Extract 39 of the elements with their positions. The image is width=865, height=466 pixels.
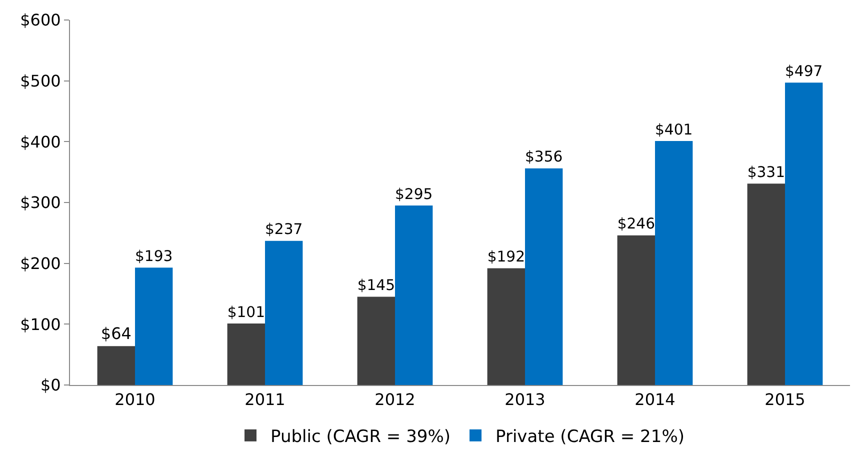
data-label: $192 bbox=[487, 248, 525, 266]
bar bbox=[617, 235, 655, 385]
data-label: $356 bbox=[525, 148, 563, 166]
y-tick-label: $100 bbox=[20, 314, 61, 334]
y-tick-label: $200 bbox=[20, 254, 61, 273]
bar bbox=[227, 324, 265, 385]
bar bbox=[265, 240, 303, 385]
y-tick-label: $0 bbox=[40, 376, 61, 395]
x-tick-label: 2014 bbox=[634, 390, 676, 410]
data-label: $145 bbox=[357, 277, 395, 294]
y-tick-label: $600 bbox=[20, 10, 61, 30]
y-tick-label: $500 bbox=[20, 71, 61, 90]
bar bbox=[525, 168, 563, 385]
bar bbox=[135, 268, 173, 385]
y-tick-label: $300 bbox=[20, 193, 61, 212]
x-tick-label: 2015 bbox=[764, 390, 806, 410]
data-label: $193 bbox=[135, 248, 173, 265]
data-label: $331 bbox=[747, 164, 785, 181]
bar bbox=[357, 296, 395, 385]
bar bbox=[655, 141, 693, 385]
x-tick-label: 2012 bbox=[374, 390, 416, 410]
bar bbox=[395, 206, 433, 385]
legend-label: Private (CAGR = 21%) bbox=[496, 427, 684, 448]
data-label: $237 bbox=[265, 221, 303, 238]
data-label: $497 bbox=[785, 62, 823, 80]
bar bbox=[785, 82, 823, 385]
data-label: $101 bbox=[227, 304, 265, 321]
bar bbox=[97, 346, 135, 385]
x-tick-label: 2010 bbox=[114, 390, 156, 410]
legend-label: Public (CAGR = 39%) bbox=[270, 427, 451, 448]
data-label: $246 bbox=[617, 216, 655, 233]
y-tick-label: $400 bbox=[20, 132, 61, 152]
data-label: $64 bbox=[100, 324, 132, 344]
x-tick-label: 2011 bbox=[244, 390, 286, 410]
data-label: $401 bbox=[655, 121, 693, 138]
x-tick-label: 2013 bbox=[504, 390, 546, 410]
bar bbox=[487, 268, 525, 385]
data-label: $295 bbox=[395, 186, 433, 203]
bar bbox=[747, 184, 785, 385]
